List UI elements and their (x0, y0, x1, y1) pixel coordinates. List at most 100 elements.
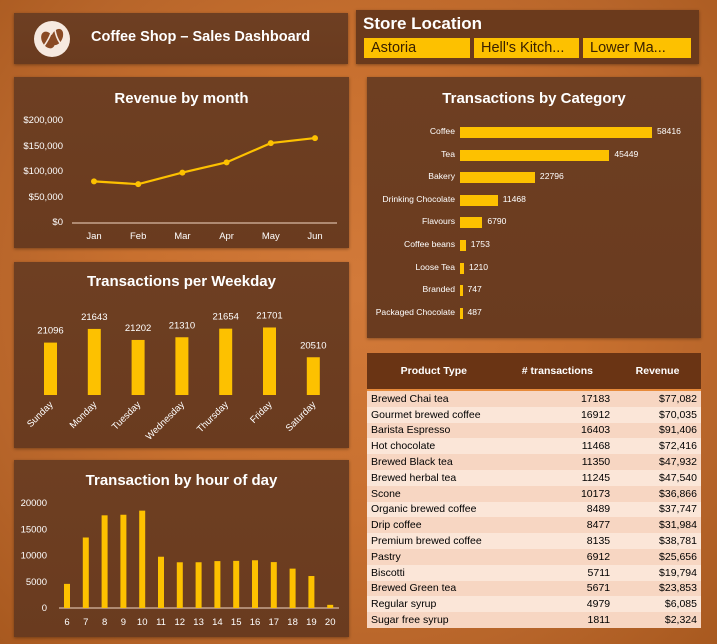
x-tick-label: 14 (212, 617, 223, 628)
column-header-revenue[interactable]: Revenue (614, 353, 701, 391)
table-row[interactable]: Sugar free syrup 1811 $2,324 (367, 612, 701, 628)
transactions-cell: 4979 (500, 596, 615, 613)
hour-bar[interactable] (289, 568, 296, 608)
data-label: 21654 (212, 312, 238, 323)
data-point[interactable] (179, 169, 186, 176)
revenue-cell: $37,747 (614, 501, 701, 518)
product-type-cell: Organic brewed coffee (367, 501, 501, 518)
hour-bar[interactable] (139, 510, 146, 608)
hour-bar[interactable] (82, 537, 89, 608)
table-row[interactable]: Organic brewed coffee 8489 $37,747 (367, 501, 701, 518)
category-bar[interactable] (460, 172, 535, 184)
table-row[interactable]: Gourmet brewed coffee 16912 $70,035 (367, 406, 701, 423)
data-point[interactable] (312, 135, 318, 142)
data-label: 747 (467, 284, 482, 295)
category-bar[interactable] (460, 149, 610, 161)
transactions-cell: 5711 (500, 564, 615, 581)
hour-bar[interactable] (233, 560, 240, 608)
weekday-bar[interactable] (306, 357, 320, 395)
weekday-bar[interactable] (175, 337, 189, 395)
hour-bar[interactable] (101, 515, 108, 608)
hour-bar[interactable] (64, 583, 70, 608)
x-tick-label: Apr (219, 231, 234, 242)
transactions-cell: 11350 (500, 454, 615, 470)
category-bar[interactable] (460, 194, 498, 206)
product-type-cell: Biscotti (367, 564, 501, 581)
category-bar[interactable] (460, 217, 483, 229)
slicer-option-hells-kitchen[interactable]: Hell's Kitch... (474, 38, 579, 58)
category-bar[interactable] (460, 127, 652, 138)
table-row[interactable]: Pastry 6912 $25,656 (367, 548, 701, 565)
weekday-bar[interactable] (263, 327, 276, 395)
data-label: 1753 (470, 239, 490, 249)
y-tick-label: $100,000 (23, 166, 63, 177)
x-tick-label: Jun (307, 231, 323, 242)
data-point[interactable] (223, 159, 230, 166)
dashboard-header: Coffee Shop – Sales Dashboard (14, 13, 348, 64)
category-label: Loose Tea (415, 261, 455, 272)
table-row[interactable]: Premium brewed coffee 8135 $38,781 (367, 533, 701, 549)
transactions-cell: 17183 (500, 390, 615, 407)
x-tick-label: Wednesday (144, 399, 187, 442)
transactions-cell: 8477 (500, 517, 615, 534)
table-row[interactable]: Biscotti 5711 $19,794 (367, 564, 701, 581)
table-row[interactable]: Hot chocolate 11468 $72,416 (367, 438, 701, 455)
category-bar[interactable] (460, 240, 466, 251)
x-tick-label: 12 (175, 617, 186, 628)
revenue-line (93, 136, 316, 186)
table-row[interactable]: Brewed Chai tea 17183 $77,082 (367, 390, 701, 407)
weekday-bar[interactable] (44, 342, 57, 395)
hour-bar[interactable] (327, 604, 334, 608)
transactions-cell: 11245 (500, 469, 615, 486)
hour-bar[interactable] (158, 556, 164, 608)
product-type-cell: Scone (367, 485, 501, 502)
slicer-option-astoria[interactable]: Astoria (364, 38, 470, 58)
hour-bar[interactable] (270, 562, 277, 608)
x-tick-label: 6 (64, 617, 69, 628)
data-label: 20510 (300, 340, 326, 351)
table-row[interactable]: Barista Espresso 16403 $91,406 (367, 422, 701, 439)
data-label: 45449 (614, 148, 639, 159)
column-header-transactions[interactable]: # transactions (500, 353, 615, 391)
transactions-cell: 16403 (500, 422, 615, 439)
category-bar[interactable] (460, 307, 463, 319)
product-type-table: Product Type # transactions Revenue Brew… (367, 353, 701, 628)
data-point[interactable] (267, 140, 274, 147)
data-label: 21202 (125, 323, 151, 334)
table-row[interactable]: Regular syrup 4979 $6,085 (367, 596, 701, 613)
weekday-bar[interactable] (219, 328, 233, 395)
weekday-bar[interactable] (131, 339, 145, 395)
slicer-option-lower-manhattan[interactable]: Lower Ma... (583, 38, 691, 58)
revenue-cell: $77,082 (614, 390, 701, 407)
column-header-product-type[interactable]: Product Type (367, 353, 501, 391)
table-row[interactable]: Brewed Green tea 5671 $23,853 (367, 580, 701, 597)
transactions-cell: 5671 (500, 580, 615, 597)
weekday-bar[interactable] (87, 328, 101, 395)
product-type-cell: Pastry (367, 548, 501, 565)
data-point[interactable] (91, 178, 97, 185)
category-bar[interactable] (460, 285, 463, 297)
table-row[interactable]: Scone 10173 $36,866 (367, 485, 701, 502)
coffee-beans-icon (34, 21, 70, 57)
hour-bar[interactable] (214, 561, 221, 608)
data-point[interactable] (135, 181, 142, 188)
x-tick-label: Mar (174, 231, 191, 242)
hour-bar[interactable] (308, 576, 315, 608)
transactions-cell: 10173 (500, 485, 615, 502)
table-row[interactable]: Brewed Black tea 11350 $47,932 (367, 454, 701, 470)
category-bar[interactable] (460, 262, 464, 274)
data-label: 21096 (37, 326, 63, 337)
revenue-cell: $47,540 (614, 469, 701, 486)
hour-bar[interactable] (195, 562, 202, 608)
y-tick-label: 15000 (21, 524, 47, 535)
hour-bar[interactable] (176, 562, 183, 608)
transactions-cell: 8489 (500, 501, 615, 518)
hour-bar[interactable] (252, 560, 258, 608)
table-row[interactable]: Brewed herbal tea 11245 $47,540 (367, 469, 701, 486)
revenue-cell: $36,866 (614, 485, 701, 502)
hour-bar[interactable] (120, 514, 127, 608)
table-row[interactable]: Drip coffee 8477 $31,984 (367, 517, 701, 534)
y-tick-label: 20000 (21, 498, 47, 509)
product-type-cell: Drip coffee (367, 517, 501, 534)
revenue-cell: $38,781 (614, 533, 701, 549)
